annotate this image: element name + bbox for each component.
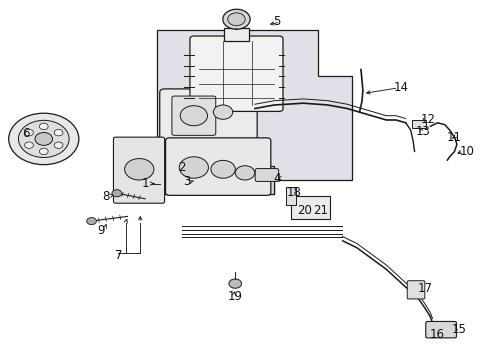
Circle shape bbox=[180, 106, 207, 126]
Text: 1: 1 bbox=[142, 177, 149, 190]
Polygon shape bbox=[157, 30, 352, 194]
FancyBboxPatch shape bbox=[190, 36, 283, 111]
FancyBboxPatch shape bbox=[426, 321, 457, 338]
Circle shape bbox=[228, 13, 245, 26]
Circle shape bbox=[54, 130, 63, 136]
Circle shape bbox=[24, 130, 33, 136]
FancyBboxPatch shape bbox=[255, 168, 279, 181]
Circle shape bbox=[9, 113, 79, 165]
FancyBboxPatch shape bbox=[407, 281, 425, 299]
Text: 11: 11 bbox=[447, 131, 462, 144]
Bar bbox=[412, 120, 426, 128]
Text: 15: 15 bbox=[452, 323, 467, 336]
FancyBboxPatch shape bbox=[166, 138, 271, 195]
Circle shape bbox=[39, 148, 48, 155]
Circle shape bbox=[124, 158, 154, 180]
Text: 21: 21 bbox=[313, 204, 328, 217]
Bar bbox=[224, 28, 248, 41]
Circle shape bbox=[19, 120, 69, 157]
Circle shape bbox=[211, 160, 235, 178]
Text: 7: 7 bbox=[115, 248, 122, 261]
FancyBboxPatch shape bbox=[114, 137, 165, 203]
FancyBboxPatch shape bbox=[160, 89, 257, 144]
Circle shape bbox=[35, 132, 52, 145]
Text: 4: 4 bbox=[273, 172, 280, 185]
Circle shape bbox=[179, 157, 208, 178]
Text: 2: 2 bbox=[178, 161, 185, 174]
Text: 18: 18 bbox=[286, 186, 301, 199]
Text: 6: 6 bbox=[22, 127, 29, 140]
Bar bbox=[287, 187, 296, 205]
Circle shape bbox=[223, 9, 250, 29]
Circle shape bbox=[112, 190, 122, 197]
Text: 12: 12 bbox=[420, 113, 435, 126]
Text: 9: 9 bbox=[98, 224, 105, 237]
Text: 8: 8 bbox=[102, 190, 110, 203]
Bar bbox=[291, 196, 330, 219]
Text: 13: 13 bbox=[416, 125, 430, 138]
Text: 17: 17 bbox=[418, 283, 433, 296]
Text: 10: 10 bbox=[459, 145, 474, 158]
Circle shape bbox=[39, 123, 48, 130]
Circle shape bbox=[87, 217, 97, 225]
FancyBboxPatch shape bbox=[172, 96, 216, 135]
Text: 19: 19 bbox=[228, 289, 243, 303]
Text: 14: 14 bbox=[393, 81, 408, 94]
Circle shape bbox=[54, 142, 63, 148]
Text: 20: 20 bbox=[297, 204, 312, 217]
Polygon shape bbox=[162, 166, 274, 194]
Text: 16: 16 bbox=[430, 328, 445, 341]
Text: 3: 3 bbox=[183, 175, 190, 188]
Circle shape bbox=[24, 142, 33, 148]
Circle shape bbox=[229, 279, 242, 288]
Circle shape bbox=[235, 166, 255, 180]
Text: 5: 5 bbox=[273, 14, 280, 27]
Circle shape bbox=[213, 105, 233, 119]
